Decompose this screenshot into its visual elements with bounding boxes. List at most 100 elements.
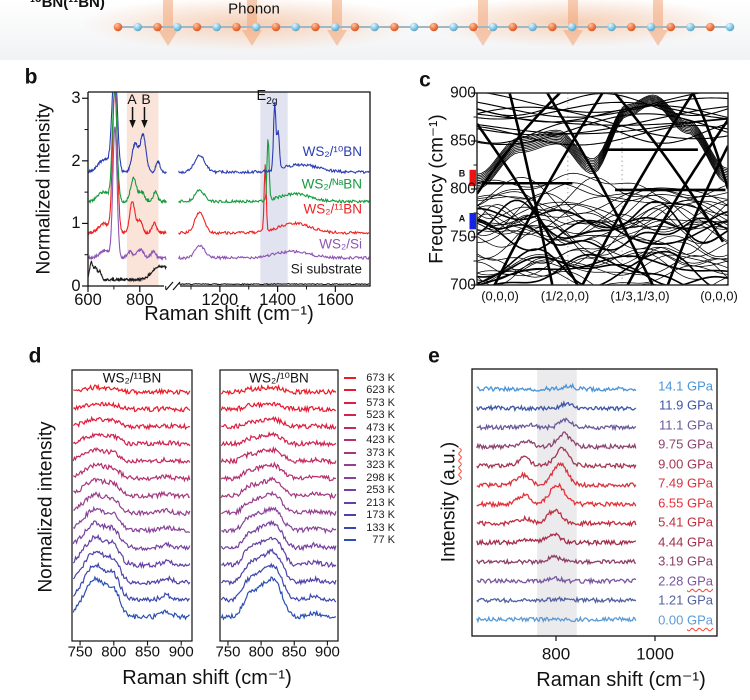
- pressure-unit: GPa: [686, 495, 713, 510]
- pressure-value: 2.28: [658, 573, 687, 588]
- legend-label: 423 K: [366, 434, 395, 447]
- legend-dash: [344, 401, 356, 404]
- temperature-spectrum-curve: [72, 520, 191, 552]
- phonon-label: Phonon: [228, 0, 280, 18]
- phonon-band: [477, 199, 728, 232]
- spectrum-curve: [88, 92, 167, 236]
- phonon-arrow-icon: [242, 0, 262, 46]
- nitrogen-atom: [409, 22, 419, 32]
- pressure-spectrum-curve: [476, 532, 637, 547]
- boron-atom: [232, 22, 241, 32]
- phonon-band: [477, 97, 728, 118]
- panel-d-right-title: WS₂/¹⁰BN: [249, 370, 309, 386]
- legend-label: 133 K: [366, 521, 395, 534]
- panel-d-chart: [71, 369, 339, 646]
- temperature-spectrum-curve: [220, 383, 337, 396]
- legend-label: 173 K: [366, 509, 395, 522]
- legend-label: 623 K: [366, 384, 395, 397]
- b-x-tick-label: 600: [74, 290, 102, 309]
- nitrogen-atom: [646, 22, 656, 32]
- pressure-spectrum-curve: [476, 382, 637, 393]
- legend-label: 77 K: [372, 533, 395, 546]
- nitrogen-atom: [725, 22, 735, 32]
- temperature-spectrum-curve: [220, 576, 337, 621]
- temperature-spectrum-curve: [220, 431, 337, 449]
- phonon-band: [477, 248, 728, 282]
- down-arrow-icon: [129, 120, 136, 128]
- phonon-band: [477, 188, 728, 215]
- pressure-value: 4.44: [658, 534, 687, 549]
- b-x-tick-label: 1600: [316, 290, 354, 309]
- b-y-tick-label: 1: [71, 214, 81, 233]
- legend-entry: 253 K: [344, 484, 395, 496]
- pressure-value: 6.55: [658, 495, 687, 510]
- pressure-unit: GPa: [686, 456, 713, 471]
- panel-e-x-axis-title: Raman shift (cm⁻¹): [536, 669, 706, 691]
- e-x-tick-label: 800: [541, 644, 571, 664]
- temperature-spectrum-curve: [72, 505, 191, 535]
- b-series-label: WS₂/¹¹BN: [303, 201, 362, 217]
- phonon-band: [477, 219, 728, 242]
- legend-label: 298 K: [366, 471, 395, 484]
- pressure-unit: GPa: [686, 378, 713, 393]
- phonon-band: [477, 196, 728, 236]
- nitrogen-atom: [567, 22, 577, 32]
- legend-entry: 298 K: [344, 472, 395, 484]
- spectrum-curve: [178, 244, 370, 261]
- boron-atom: [153, 22, 162, 32]
- temperature-spectrum-curve: [73, 477, 190, 500]
- b-x-tick-label: 1200: [201, 290, 239, 309]
- panel-letter-b: b: [24, 65, 38, 89]
- phonon-band: [477, 255, 728, 285]
- phonon-band: [477, 101, 728, 120]
- legend-dash: [344, 538, 356, 541]
- temperature-spectrum-curve: [72, 462, 191, 483]
- legend-dash: [344, 414, 356, 417]
- pressure-unit: GPa: [686, 417, 713, 432]
- pressure-label: 5.41 GPa: [658, 515, 713, 530]
- phonon-band: [477, 192, 728, 236]
- panel-a-illustration: [0, 0, 750, 60]
- panel-b-y-axis-title: Normalized intensity: [33, 103, 55, 275]
- pressure-unit: GPa: [686, 436, 713, 452]
- b-y-tick-label: 3: [71, 89, 81, 107]
- temperature-spectrum-curve: [220, 401, 337, 414]
- temperature-spectrum-curve: [221, 536, 337, 568]
- legend-label: 323 K: [366, 459, 395, 472]
- pressure-value: 1.21: [658, 592, 687, 608]
- pressure-unit: GPa: [686, 475, 713, 491]
- phonon-band: [477, 182, 728, 202]
- panel-c-chart: [469, 92, 729, 286]
- temperature-spectrum-curve: [72, 415, 191, 431]
- pressure-value: 0.00: [658, 612, 687, 627]
- pressure-value: 7.49: [658, 475, 687, 491]
- spectrum-curve: [88, 92, 167, 174]
- legend-dash: [344, 526, 356, 529]
- temperature-spectrum-curve: [220, 461, 337, 482]
- temperature-spectrum-curve: [72, 550, 191, 586]
- legend-entry: 523 K: [344, 409, 395, 421]
- phonon-band: [477, 104, 728, 123]
- c-x-axis-label: (1/3,1/3,0): [610, 288, 670, 304]
- phonon-arrow-icon: [327, 0, 347, 46]
- c-y-tick-label: 700: [450, 276, 476, 294]
- d-x-tick-label: 800: [248, 643, 274, 661]
- spectrum-curve: [178, 164, 370, 236]
- legend-entry: 673 K: [344, 372, 395, 384]
- phonon-band: [477, 97, 728, 180]
- temperature-spectrum-curve: [73, 491, 191, 518]
- phonon-band: [477, 100, 728, 185]
- pressure-unit: GPa: [686, 397, 713, 413]
- phonon-band: [477, 251, 728, 285]
- spectrum-curve: [178, 282, 370, 286]
- legend-dash: [344, 377, 356, 379]
- nitrogen-atom: [251, 22, 261, 32]
- legend-dash: [344, 476, 356, 479]
- legend-entry: 213 K: [344, 497, 395, 509]
- pressure-value: 11.9: [659, 397, 687, 413]
- pressure-unit: GPa: [686, 534, 713, 549]
- phonon-band: [477, 99, 728, 183]
- pressure-spectrum-curve: [476, 508, 637, 528]
- legend-entry: 623 K: [344, 384, 395, 396]
- temperature-spectrum-curve: [73, 401, 191, 413]
